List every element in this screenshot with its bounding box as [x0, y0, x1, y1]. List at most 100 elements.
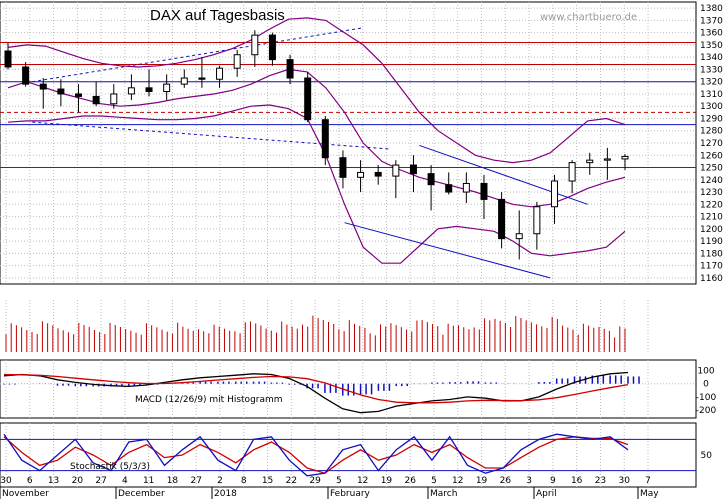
- candle-body: [39, 83, 47, 90]
- price-tick-label: 13600: [700, 29, 723, 39]
- grid: [0, 2, 696, 487]
- x-month-label: March: [430, 489, 457, 499]
- candle-body: [392, 164, 400, 177]
- candle-body: [427, 173, 435, 186]
- candle-body: [268, 34, 276, 61]
- price-tick-label: 12900: [700, 114, 723, 124]
- x-day-label: 15: [262, 476, 273, 486]
- x-day-label: 4: [122, 476, 128, 486]
- price-tick-label: 11700: [700, 262, 723, 272]
- trendline-channel-upper: [419, 144, 588, 205]
- chart-title: DAX auf Tagesbasis: [150, 7, 285, 24]
- candle-body: [462, 182, 470, 193]
- macd-tick-label: -200: [696, 406, 717, 416]
- price-tick-label: 13500: [700, 41, 723, 51]
- stoch-d-line: [3, 436, 629, 474]
- trendline-channel-lower: [344, 222, 551, 279]
- x-day-label: 3: [526, 476, 532, 486]
- price-tick-label: 12000: [700, 225, 723, 235]
- x-day-label: 29: [309, 476, 321, 486]
- candle-body: [603, 158, 611, 161]
- candle-body: [22, 66, 30, 85]
- x-day-label: 8: [241, 476, 247, 486]
- price-panel-frame: [0, 1, 697, 285]
- x-axis-labels: 30 6 13 20 27 4 11 18 27 2 8 15 22 29 5 12 19 26 5 12 19 26 3 9…: [0, 476, 659, 499]
- x-day-label: 12: [357, 476, 368, 486]
- price-tick-label: 13400: [700, 53, 723, 63]
- x-day-label: 18: [167, 476, 179, 486]
- price-tick-label: 12200: [700, 200, 723, 210]
- candle-body: [304, 77, 312, 121]
- x-month-label: April: [536, 489, 557, 499]
- x-day-label: 16: [571, 476, 583, 486]
- bollinger-middle: [7, 68, 626, 208]
- candle-body: [515, 233, 523, 240]
- x-month-label: February: [330, 489, 371, 499]
- x-month-label: 2018: [214, 489, 237, 499]
- x-day-label: 26: [404, 476, 416, 486]
- x-day-label: 5: [336, 476, 342, 486]
- x-day-label: 7: [645, 476, 651, 486]
- candle-body: [145, 87, 153, 93]
- price-tick-label: 12100: [700, 213, 723, 223]
- price-tick-label: 12600: [700, 151, 723, 161]
- x-day-label: 13: [48, 476, 59, 486]
- candle-body: [498, 198, 506, 240]
- stoch-k-line: [3, 433, 629, 477]
- bollinger-lower: [7, 104, 626, 264]
- candle-body: [586, 159, 594, 164]
- x-month-label: December: [118, 489, 165, 499]
- price-layer: [4, 17, 629, 279]
- macd-tick-label: -100: [696, 393, 717, 403]
- stochastic-layer: [3, 433, 629, 477]
- macd-tick-label: 0: [703, 380, 709, 390]
- x-day-label: 6: [27, 476, 33, 486]
- x-day-label: 9: [550, 476, 556, 486]
- x-day-label: 26: [500, 476, 512, 486]
- price-tick-label: 13800: [700, 4, 723, 14]
- candle-body: [568, 162, 576, 182]
- macd-label: MACD (12/26/9) mit Histogramm: [135, 395, 283, 405]
- price-tick-label: 12400: [700, 176, 723, 186]
- candle-body: [533, 206, 541, 235]
- x-day-label: 23: [595, 476, 606, 486]
- x-day-label: 19: [476, 476, 488, 486]
- candle-body: [198, 77, 206, 80]
- candle-body: [216, 67, 224, 80]
- x-day-label: 30: [0, 476, 12, 486]
- x-month-label: November: [2, 489, 49, 499]
- x-day-label: 20: [72, 476, 84, 486]
- candle-body: [286, 59, 294, 79]
- price-tick-label: 11600: [700, 274, 723, 284]
- candle-body: [57, 88, 65, 95]
- macd-signal-line: [3, 373, 629, 404]
- candle-body: [75, 93, 83, 97]
- candle-body: [92, 95, 100, 105]
- stochastic-panel-frame: [0, 422, 697, 488]
- price-tick-label: 13300: [700, 65, 723, 75]
- candle-body: [110, 93, 118, 105]
- price-tick-label: 13100: [700, 90, 723, 100]
- candle-body: [233, 54, 241, 69]
- candle-body: [180, 77, 188, 85]
- price-tick-label: 12700: [700, 139, 723, 149]
- candle-body: [339, 157, 347, 178]
- price-tick-label: 13700: [700, 16, 723, 26]
- x-day-label: 5: [431, 476, 437, 486]
- candle-body: [163, 83, 171, 93]
- stoch-tick-label: 50: [701, 451, 713, 461]
- watermark: www.chartbuero.de: [540, 12, 637, 23]
- candle-body: [4, 50, 12, 68]
- trendline-upper-dotted: [32, 27, 364, 83]
- candle-body: [550, 180, 558, 208]
- candle-body: [127, 87, 135, 95]
- candle-body: [321, 119, 329, 159]
- macd-tick-label: 100: [697, 367, 714, 377]
- macd-panel-frame: [0, 359, 697, 419]
- candle-body: [374, 171, 382, 177]
- price-tick-label: 11900: [700, 237, 723, 247]
- candle-body: [357, 171, 365, 178]
- y-axis-labels: 11600 11700 11800 11900 12000 12100 12200 12300…: [696, 4, 723, 461]
